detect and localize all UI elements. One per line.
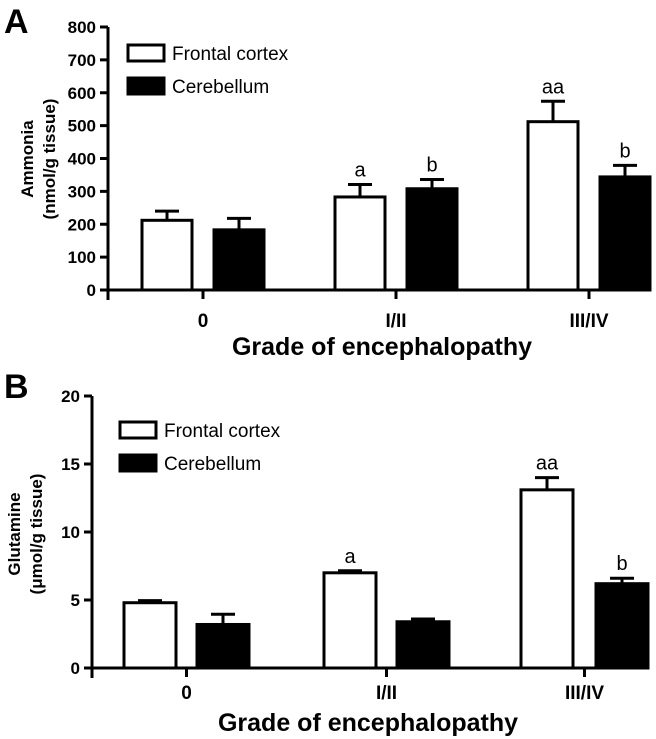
y-tick-label: 600 [68,84,96,103]
x-axis-title: Grade of encephalopathy [232,333,532,361]
x-tick-label: I/II [376,683,397,704]
y-tick-label: 0 [71,659,80,678]
y-tick-label: 300 [68,182,96,201]
bar-cerebellum [395,620,451,670]
bar-cerebellum [598,175,652,292]
bar-cerebellum [212,228,266,292]
panel-label: A [4,3,29,41]
y-tick-label: 200 [68,215,96,234]
legend-label: Cerebellum [164,454,261,475]
y-tick-label: 700 [68,51,96,70]
bar-frontal-cortex [526,120,580,292]
bar-cerebellum [405,187,459,292]
significance-label: b [619,140,630,162]
y-tick-label: 15 [61,455,80,474]
y-tick-label: 100 [68,248,96,267]
x-tick-label: III/IV [569,311,608,332]
legend-label: Cerebellum [172,77,269,98]
y-tick-label: 0 [87,281,96,300]
significance-label: b [426,155,437,177]
significance-label: a [354,159,366,181]
legend-swatch [126,43,166,63]
y-axis-title: Glutamine [5,492,24,575]
bar-cerebellum [594,582,650,670]
x-axis-title: Grade of encephalopathy [218,709,518,737]
y-axis-title: (nmol/g tissue) [40,99,59,220]
significance-label: b [616,553,627,575]
bar-frontal-cortex [140,218,194,292]
legend-swatch [126,76,166,96]
bar-frontal-cortex [122,601,178,670]
x-tick-label: 0 [198,311,209,332]
y-tick-label: 10 [61,523,80,542]
y-tick-label: 20 [61,387,80,406]
significance-label: aa [542,76,565,98]
legend-swatch [118,420,158,440]
y-tick-label: 500 [68,117,96,136]
significance-label: a [344,546,356,568]
x-tick-label: III/IV [565,683,604,704]
y-tick-label: 5 [71,591,80,610]
bar-frontal-cortex [333,195,387,292]
legend-label: Frontal cortex [164,421,281,442]
significance-label: aa [536,453,559,475]
y-tick-label: 800 [68,18,96,37]
y-axis-title: Ammonia [18,120,37,198]
legend-swatch [118,453,158,473]
x-tick-label: I/II [385,311,406,332]
legend-label: Frontal cortex [172,44,289,65]
panel-label: B [4,368,29,406]
y-axis-title: (μmol/g tissue) [27,474,46,595]
bar-frontal-cortex [519,488,575,670]
y-tick-label: 400 [68,150,96,169]
bar-cerebellum [195,622,251,670]
x-tick-label: 0 [181,683,192,704]
bar-frontal-cortex [322,571,378,670]
